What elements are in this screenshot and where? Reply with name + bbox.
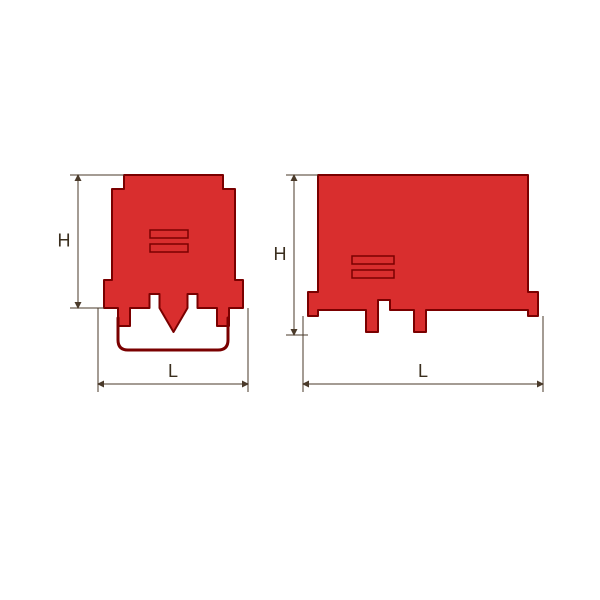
right-dim-L: L (418, 361, 428, 381)
diagram-canvas: H L H L (0, 0, 600, 600)
left-dim-H: H (58, 230, 71, 250)
right-terminal-body (308, 175, 538, 332)
left-terminal-body (104, 175, 243, 332)
right-dim-H: H (274, 244, 287, 264)
left-dim-L: L (168, 361, 178, 381)
